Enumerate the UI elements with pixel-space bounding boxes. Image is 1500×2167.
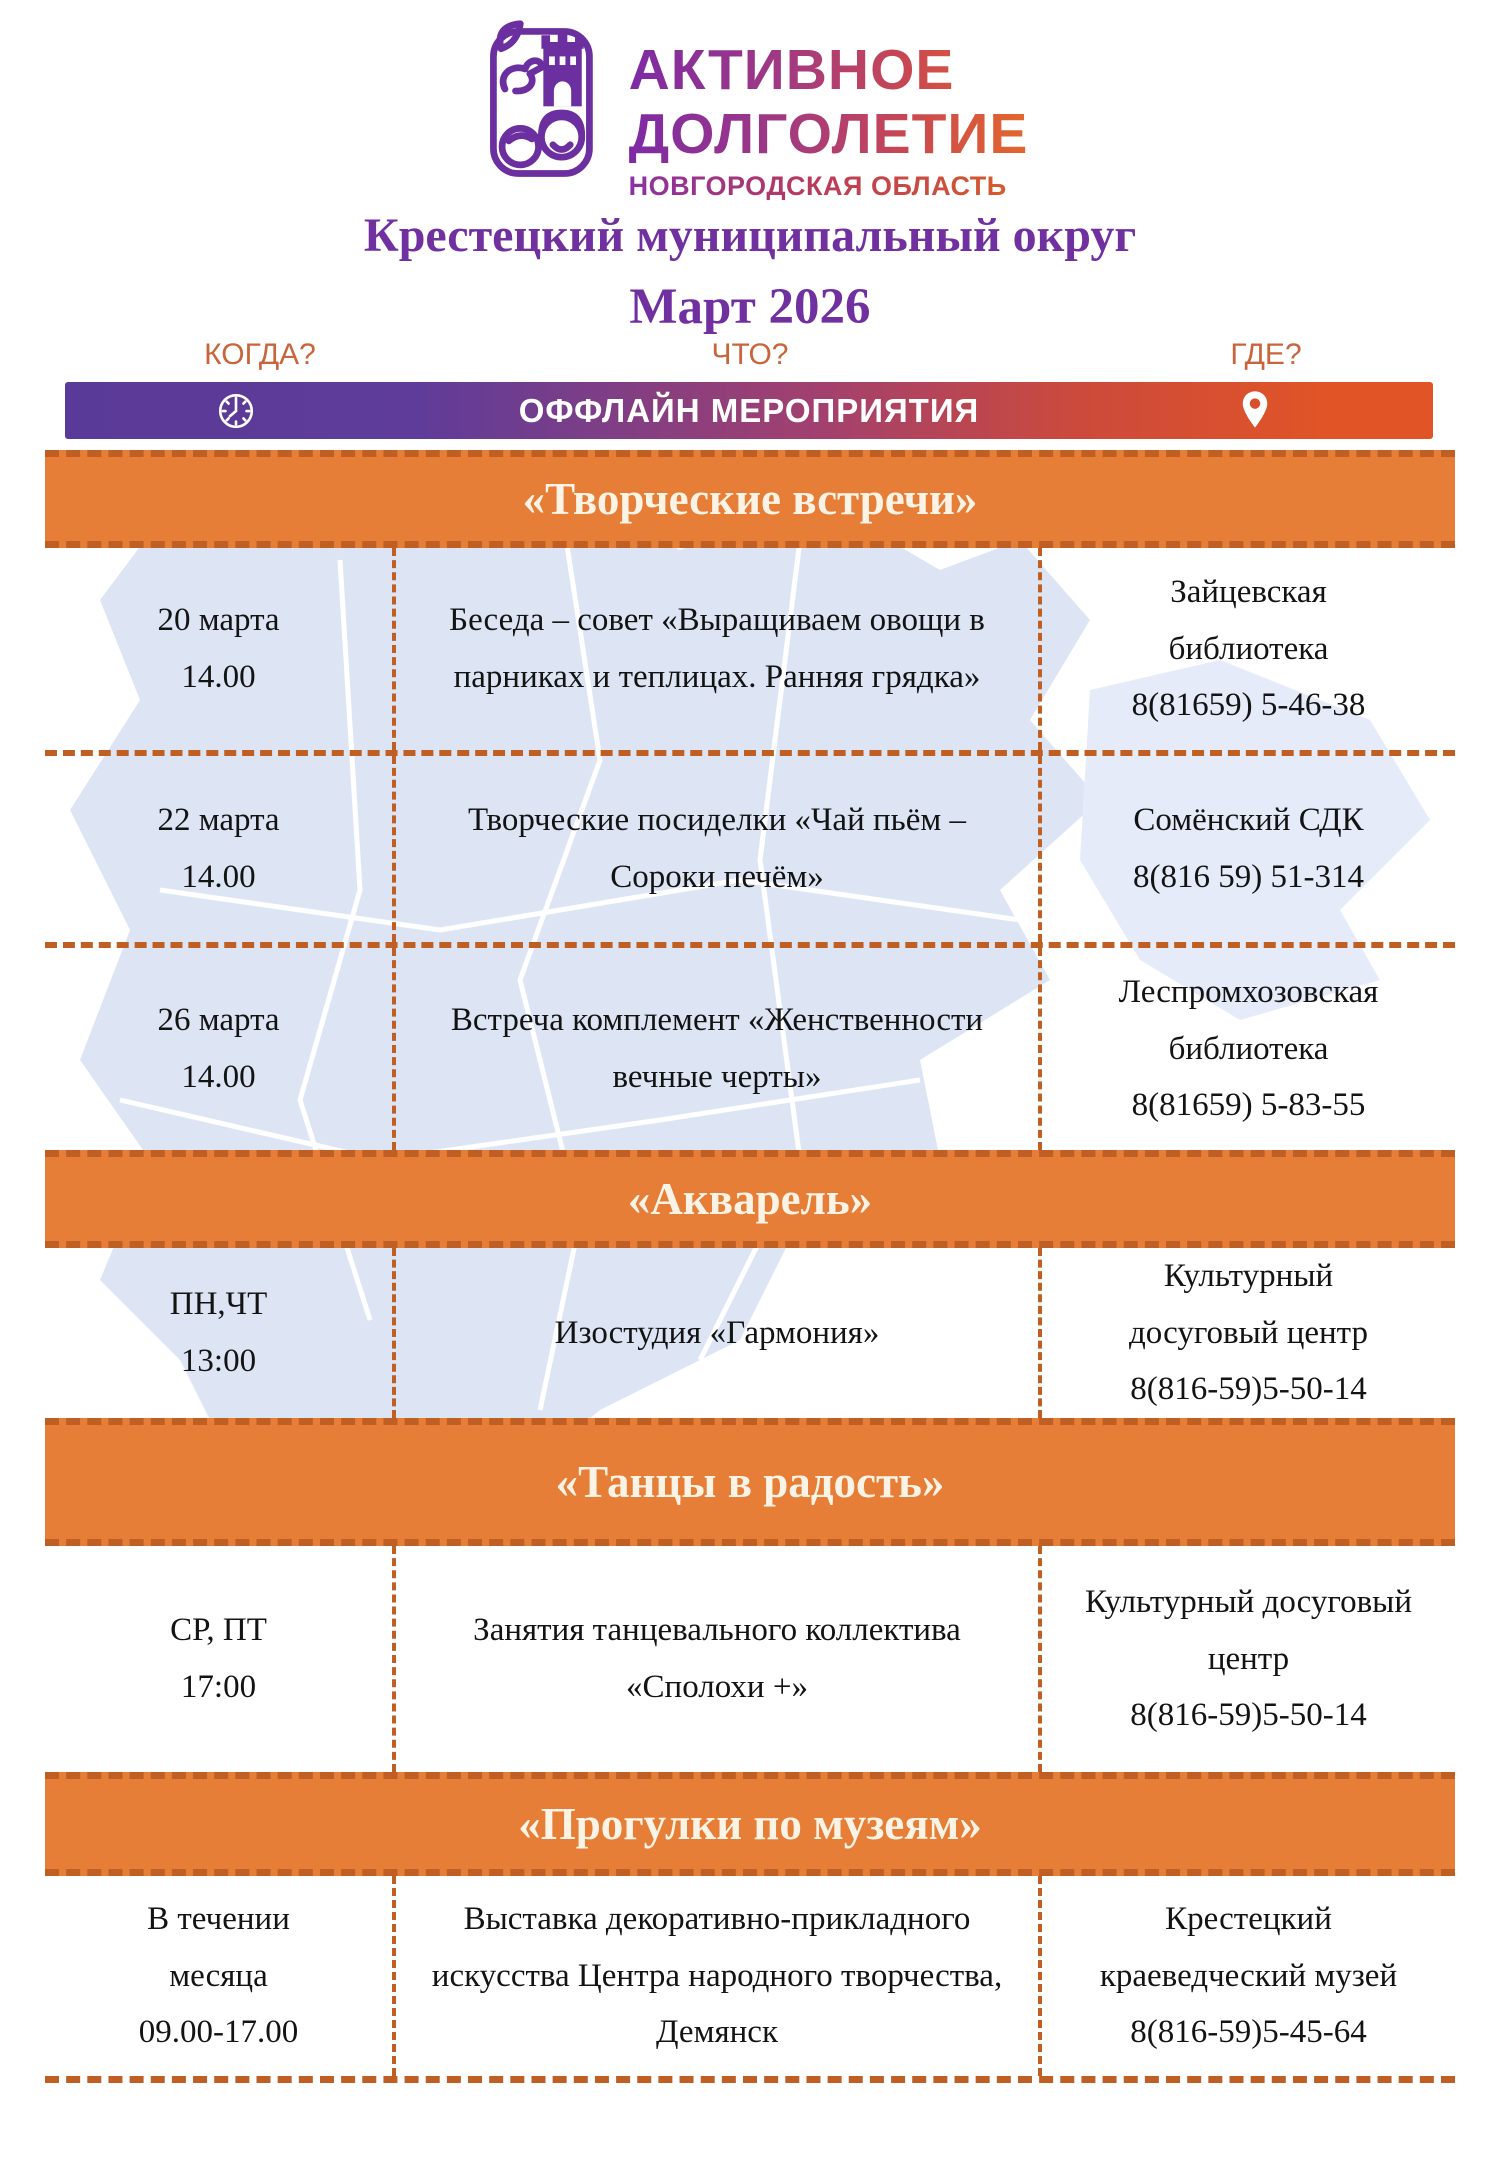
event-date: СР, ПТ [170, 1612, 267, 1649]
logo-title-line2: ДОЛГОЛЕТИЕ [628, 102, 1029, 166]
event-date: 26 марта [157, 1002, 280, 1039]
venue-phone: 8(816 59) 51-314 [1133, 859, 1364, 895]
clock-icon [218, 393, 254, 429]
section-progulki-po-muzeyam: «Прогулки по музеям» В течении месяца 09… [45, 1772, 1455, 2083]
venue-line: досуговый центр [1129, 1314, 1368, 1351]
when-cell: СР, ПТ 17:00 [45, 1546, 392, 1772]
event-time: 14.00 [181, 1059, 256, 1095]
venue-line: краеведческий музей [1099, 1957, 1398, 1994]
event-description: Занятия танцевального коллектива «Сполох… [473, 1612, 961, 1705]
venue-line: Зайцевская [1170, 573, 1327, 610]
page-subtitle: Март 2026 [629, 279, 871, 335]
event-time: 09.00-17.00 [138, 2014, 299, 2051]
event-date: ПН,ЧТ [169, 1286, 268, 1323]
when-cell: В течении месяца 09.00-17.00 [45, 1876, 392, 2076]
what-cell: Выставка декоративно-прикладного искусст… [392, 1876, 1042, 2076]
section-header: «Творческие встречи» [45, 450, 1455, 548]
section-title: «Акварель» [627, 1174, 873, 1224]
venue-line: Крестецкий [1165, 1900, 1332, 1937]
table-row: ПН,ЧТ 13:00 Изостудия «Гармония» Культур… [45, 1248, 1455, 1418]
where-cell: Леспромхозовская библиотека 8(81659) 5-8… [1042, 948, 1455, 1150]
table-row: СР, ПТ 17:00 Занятия танцевального колле… [45, 1546, 1455, 1772]
column-label-what: ЧТО? [711, 338, 789, 371]
event-description: Изостудия «Гармония» [554, 1314, 880, 1351]
table-row: 22 марта 14.00 Творческие посиделки «Чай… [45, 750, 1455, 942]
when-cell: 26 марта 14.00 [45, 948, 392, 1150]
event-time: 14.00 [181, 859, 256, 895]
venue-line: Сомёнский СДК [1133, 802, 1364, 839]
section-tvorcheskie-vstrechi: «Творческие встречи» 20 марта 14.00 Бесе… [45, 450, 1455, 1150]
section-header: «Прогулки по музеям» [45, 1772, 1455, 1876]
venue-line: центр [1207, 1640, 1290, 1677]
event-time: 17:00 [180, 1669, 257, 1705]
event-time: 14.00 [181, 659, 256, 695]
event-date: В течении [147, 1900, 290, 1937]
what-cell: Изостудия «Гармония» [392, 1248, 1042, 1418]
section-title: «Творческие встречи» [522, 474, 978, 524]
venue-phone: 8(816-59)5-45-64 [1130, 2014, 1367, 2051]
what-cell: Встреча комплемент «Женственности вечные… [392, 948, 1042, 1150]
event-description: Встреча комплемент «Женственности вечные… [450, 1002, 984, 1095]
section-title: «Прогулки по музеям» [518, 1799, 982, 1849]
table-row: 20 марта 14.00 Беседа – совет «Выращивае… [45, 548, 1455, 750]
banner-label: ОФФЛАЙН МЕРОПРИЯТИЯ [518, 391, 980, 429]
section-tancy-v-radost: «Танцы в радость» СР, ПТ 17:00 Занятия т… [45, 1418, 1455, 1772]
column-label-when: КОГДА? [204, 338, 316, 371]
logo: АКТИВНОЕ ДОЛГОЛЕТИЕ НОВГОРОДСКАЯ ОБЛАСТЬ [0, 18, 1500, 200]
logo-emblem-icon [489, 20, 593, 177]
when-cell: ПН,ЧТ 13:00 [45, 1248, 392, 1418]
event-date: 20 марта [157, 602, 280, 639]
logo-subtitle: НОВГОРОДСКАЯ ОБЛАСТЬ [629, 173, 1029, 200]
section-title: «Танцы в радость» [555, 1457, 945, 1507]
column-label-where: ГДЕ? [1230, 338, 1302, 371]
venue-line: Культурный досуговый [1084, 1583, 1413, 1620]
table-row: В течении месяца 09.00-17.00 Выставка де… [45, 1876, 1455, 2083]
where-cell: Культурный досуговый центр 8(816-59)5-50… [1042, 1248, 1455, 1418]
section-header: «Танцы в радость» [45, 1418, 1455, 1546]
when-cell: 22 марта 14.00 [45, 756, 392, 942]
where-cell: Крестецкий краеведческий музей 8(816-59)… [1042, 1876, 1455, 2076]
when-cell: 20 марта 14.00 [45, 548, 392, 750]
venue-phone: 8(81659) 5-83-55 [1131, 1087, 1366, 1124]
venue-phone: 8(81659) 5-46-38 [1131, 687, 1366, 724]
venue-line: Леспромхозовская [1118, 973, 1379, 1010]
section-akvarel: «Акварель» ПН,ЧТ 13:00 Изостудия «Гармон… [45, 1150, 1455, 1418]
event-time: 13:00 [180, 1343, 257, 1379]
where-cell: Сомёнский СДК 8(816 59) 51-314 [1042, 756, 1455, 942]
venue-phone: 8(816-59)5-50-14 [1130, 1697, 1367, 1734]
event-date: 22 марта [157, 802, 280, 839]
logo-title-line1: АКТИВНОЕ [629, 42, 1029, 99]
offline-events-banner: ОФФЛАЙН МЕРОПРИЯТИЯ [65, 382, 1433, 439]
venue-phone: 8(816-59)5-50-14 [1130, 1371, 1367, 1408]
venue-line: Культурный [1163, 1257, 1334, 1294]
location-pin-icon [1242, 391, 1268, 428]
event-date: месяца [169, 1957, 268, 1994]
event-description: Беседа – совет «Выращиваем овощи в парни… [449, 602, 985, 695]
where-cell: Зайцевская библиотека 8(81659) 5-46-38 [1042, 548, 1455, 750]
event-description: Творческие посиделки «Чай пьём – Сороки … [468, 802, 966, 895]
venue-line: библиотека [1168, 1030, 1329, 1067]
venue-line: библиотека [1168, 630, 1329, 667]
section-header: «Акварель» [45, 1150, 1455, 1248]
event-description: Выставка декоративно-прикладного искусст… [431, 1900, 1003, 2051]
what-cell: Творческие посиделки «Чай пьём – Сороки … [392, 756, 1042, 942]
table-row: 26 марта 14.00 Встреча комплемент «Женст… [45, 942, 1455, 1150]
where-cell: Культурный досуговый центр 8(816-59)5-50… [1042, 1546, 1455, 1772]
page-title: Крестецкий муниципальный округ [363, 209, 1137, 262]
what-cell: Беседа – совет «Выращиваем овощи в парни… [392, 548, 1042, 750]
what-cell: Занятия танцевального коллектива «Сполох… [392, 1546, 1042, 1772]
